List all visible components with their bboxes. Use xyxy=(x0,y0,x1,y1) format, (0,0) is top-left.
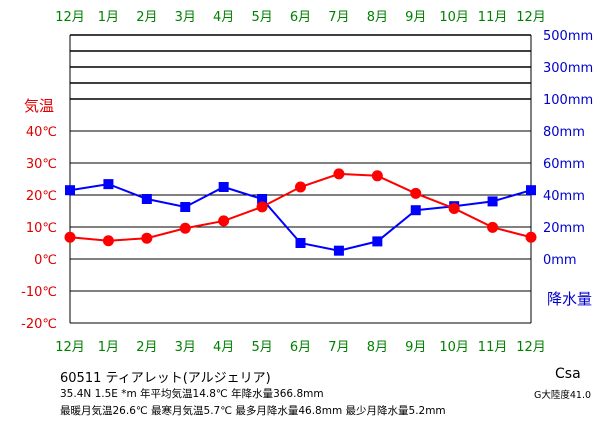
precipitation-marker xyxy=(180,202,191,212)
temperature-tick-label: 10℃ xyxy=(26,221,57,236)
extremes-summary: 最暖月気温26.6℃ 最寒月気温5.7℃ 最多月降水量46.8mm 最少月降水量… xyxy=(60,405,446,417)
month-label-top: 12月 xyxy=(55,10,85,25)
temperature-marker xyxy=(141,232,153,244)
month-label-bottom: 5月 xyxy=(251,340,272,355)
month-label-top: 5月 xyxy=(251,10,272,25)
precipitation-axis-title: 降水量 xyxy=(547,290,592,308)
temperature-marker xyxy=(333,168,345,180)
month-label-bottom: 12月 xyxy=(55,340,85,355)
location-summary: 35.4N 1.5E *m 年平均気温14.8℃ 年降水量366.8mm xyxy=(60,388,324,400)
month-label-bottom: 4月 xyxy=(213,340,234,355)
month-label-top: 1月 xyxy=(98,10,119,25)
station-name: 60511 ティアレット(アルジェリア) xyxy=(60,371,271,386)
precipitation-marker xyxy=(257,194,268,204)
month-label-bottom: 6月 xyxy=(290,340,311,355)
month-label-bottom: 2月 xyxy=(136,340,157,355)
temperature-tick-label: 40℃ xyxy=(26,125,57,140)
temperature-marker xyxy=(64,231,76,243)
temperature-marker xyxy=(256,201,268,213)
precipitation-marker xyxy=(487,196,498,207)
month-label-top: 8月 xyxy=(367,10,388,25)
temperature-marker xyxy=(525,231,537,243)
continentality-index: G大陸度41.0 xyxy=(534,390,592,401)
temperature-marker xyxy=(371,170,383,182)
precipitation-marker xyxy=(333,245,344,256)
month-label-bottom: 11月 xyxy=(478,340,508,355)
temperature-tick-label: 30℃ xyxy=(26,157,57,172)
month-label-top: 9月 xyxy=(405,10,426,25)
precipitation-tick-label: 80mm xyxy=(543,125,585,140)
temperature-marker xyxy=(179,222,191,234)
month-label-top: 10月 xyxy=(439,10,469,25)
temperature-tick-label: -20℃ xyxy=(21,317,57,332)
precipitation-marker xyxy=(65,185,75,196)
month-label-bottom: 12月 xyxy=(516,340,546,355)
precipitation-marker xyxy=(141,194,152,204)
precipitation-marker xyxy=(295,238,306,248)
temperature-tick-label: -10℃ xyxy=(21,285,57,300)
precipitation-tick-label: 500mm xyxy=(543,29,593,44)
precipitation-tick-label: 0mm xyxy=(543,253,577,268)
month-label-top: 7月 xyxy=(328,10,349,25)
precipitation-marker xyxy=(372,236,383,247)
temperature-tick-label: 0℃ xyxy=(34,253,57,268)
precipitation-marker xyxy=(526,185,536,196)
temperature-tick-label: 20℃ xyxy=(26,189,57,204)
precipitation-tick-label: 40mm xyxy=(543,189,585,204)
temperature-marker xyxy=(487,221,499,233)
month-label-bottom: 1月 xyxy=(98,340,119,355)
precipitation-tick-label: 300mm xyxy=(543,61,593,76)
temperature-marker xyxy=(102,235,114,247)
climate-classification: Csa xyxy=(555,366,581,382)
precipitation-marker xyxy=(103,179,114,190)
precipitation-marker xyxy=(218,182,229,192)
temperature-marker xyxy=(448,202,460,214)
temperature-axis-title: 気温 xyxy=(24,97,54,115)
month-label-top: 12月 xyxy=(516,10,546,25)
month-label-top: 3月 xyxy=(175,10,196,25)
month-label-top: 4月 xyxy=(213,10,234,25)
month-label-top: 6月 xyxy=(290,10,311,25)
temperature-marker xyxy=(295,181,306,193)
month-label-bottom: 7月 xyxy=(328,340,349,355)
month-label-bottom: 9月 xyxy=(405,340,426,355)
month-label-top: 11月 xyxy=(478,10,508,25)
temperature-marker xyxy=(410,187,422,199)
temperature-marker xyxy=(218,215,230,227)
precipitation-tick-label: 100mm xyxy=(543,93,593,108)
month-label-top: 2月 xyxy=(136,10,157,25)
precipitation-tick-label: 20mm xyxy=(543,221,585,236)
month-label-bottom: 8月 xyxy=(367,340,388,355)
month-label-bottom: 3月 xyxy=(175,340,196,355)
precipitation-tick-label: 60mm xyxy=(543,157,585,172)
precipitation-marker xyxy=(410,205,421,216)
month-label-bottom: 10月 xyxy=(439,340,469,355)
